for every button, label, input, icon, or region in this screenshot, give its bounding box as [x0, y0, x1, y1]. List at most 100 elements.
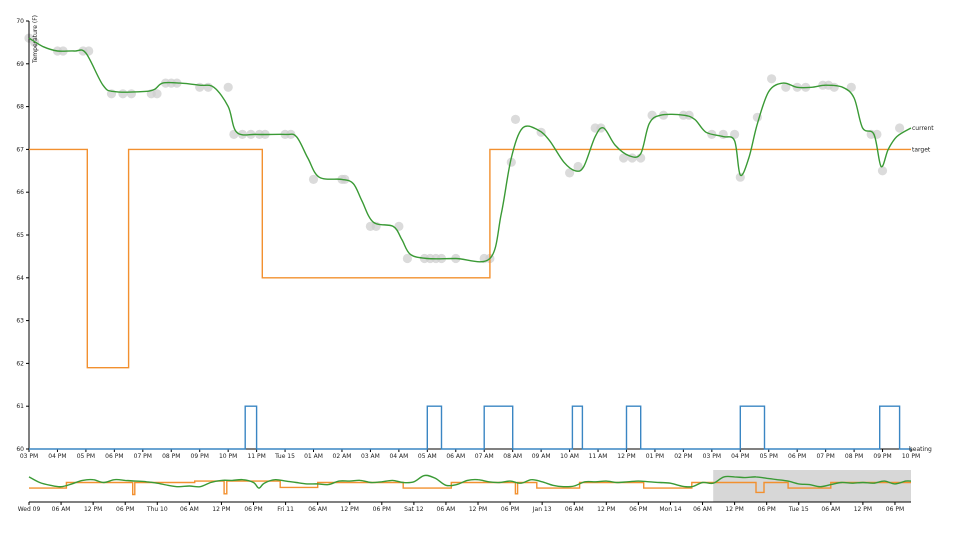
x-tick-label: 06 AM: [446, 453, 465, 460]
x-tick-label: 03 PM: [20, 453, 38, 460]
y-tick-label: 68: [16, 104, 24, 111]
x-tick-label: 12 PM: [617, 453, 635, 460]
observation-point: [510, 114, 521, 124]
overview-x-tick-label: 06 PM: [758, 506, 776, 513]
x-tick-label: 09 PM: [873, 453, 891, 460]
observation-points: [24, 33, 905, 264]
observation-point: [126, 89, 136, 99]
observation-point: [223, 82, 233, 92]
overview-x-tick-label: 06 PM: [116, 506, 134, 513]
series-label-current: current: [912, 125, 934, 132]
overview-x-tick-label: Mon 14: [659, 506, 681, 513]
observation-point: [152, 89, 162, 99]
y-tick-label: 66: [16, 189, 24, 196]
overview-x-tick-label: 06 AM: [180, 506, 199, 513]
observation-point: [895, 123, 905, 133]
overview-target-line: [29, 480, 911, 496]
observation-point: [203, 82, 213, 92]
overview-x-tick-label: Jan 13: [532, 506, 552, 513]
y-tick-label: 69: [16, 61, 24, 68]
observation-point: [829, 82, 839, 92]
y-tick-label: 65: [16, 232, 24, 239]
observation-point: [767, 74, 777, 84]
x-tick-label: 01 AM: [304, 453, 323, 460]
overview-x-tick-label: Wed 09: [18, 506, 41, 513]
overview-chart[interactable]: Wed 09 06 AM 12 PM 06 PM Thu 10 06 AM 12 PM 06 …: [18, 470, 912, 513]
y-tick-label: 70: [16, 18, 24, 25]
x-tick-label: 10 PM: [219, 453, 237, 460]
heating-series-line: [29, 405, 911, 450]
y-tick-label: 63: [16, 318, 24, 325]
overview-x-tick-label: 12 PM: [597, 506, 615, 513]
overview-x-tick-label: 12 PM: [854, 506, 872, 513]
x-tick-label: Tue 15: [274, 453, 295, 460]
observation-point: [402, 253, 412, 264]
x-tick-label: 01 PM: [646, 453, 664, 460]
x-tick-label: 06 PM: [788, 453, 806, 460]
observation-point: [846, 82, 856, 92]
observation-point: [195, 82, 205, 92]
x-tick-label: 04 PM: [731, 453, 749, 460]
x-tick-label: 08 PM: [162, 453, 180, 460]
overview-x-tick-label: 12 PM: [469, 506, 487, 513]
x-tick-label: 10 AM: [560, 453, 579, 460]
overview-current-line: [28, 474, 912, 489]
x-tick-label: 08 PM: [845, 453, 863, 460]
overview-brush[interactable]: [713, 470, 911, 502]
overview-x-tick-label: 12 PM: [84, 506, 102, 513]
observation-point: [229, 129, 239, 139]
overview-x-tick-label: 12 PM: [341, 506, 359, 513]
x-tick-label: 09 AM: [532, 453, 551, 460]
y-axis-label: Temperature (F): [32, 15, 39, 64]
overview-x-tick-label: 06 PM: [501, 506, 519, 513]
overview-x-tick-label: Thu 10: [146, 506, 168, 513]
observation-point: [84, 46, 94, 56]
observation-point: [730, 129, 740, 139]
series-label-target: target: [912, 146, 931, 153]
main-chart: 60 61 62 63 64 65 66 67 68 69 70 03 PM 04 PM 05 PM 06 …: [16, 15, 934, 460]
observation-point: [118, 89, 128, 99]
overview-x-tick-label: 06 AM: [308, 506, 327, 513]
overview-x-tick-label: 06 PM: [244, 506, 262, 513]
overview-x-tick-label: 06 AM: [693, 506, 712, 513]
x-tick-label: 02 AM: [333, 453, 352, 460]
x-tick-label: 06 PM: [105, 453, 123, 460]
x-tick-label: 11 AM: [589, 453, 608, 460]
overview-x-tick-label: Fri 11: [277, 506, 294, 513]
overview-x-tick-label: 06 PM: [886, 506, 904, 513]
observation-point: [877, 166, 888, 176]
x-tick-label: 05 PM: [77, 453, 95, 460]
current-series-line: [28, 37, 912, 263]
observation-point: [506, 157, 516, 167]
overview-x-tick-label: 12 PM: [725, 506, 743, 513]
x-tick-label: 07 PM: [134, 453, 152, 460]
y-tick-label: 62: [16, 360, 24, 367]
y-tick-label: 67: [16, 146, 24, 153]
overview-x-tick-label: 06 AM: [821, 506, 840, 513]
overview-x-tick-label: 06 PM: [629, 506, 647, 513]
y-tick-label: 61: [16, 403, 24, 410]
x-tick-label: 10 PM: [902, 453, 920, 460]
y-tick-label: 60: [16, 446, 24, 453]
y-tick-label: 64: [16, 275, 24, 282]
x-tick-label: 02 PM: [674, 453, 692, 460]
x-tick-label: 08 AM: [503, 453, 522, 460]
series-label-heating: heating: [909, 446, 932, 453]
overview-x-tick-label: 06 AM: [437, 506, 456, 513]
overview-x-tick-label: 12 PM: [212, 506, 230, 513]
x-tick-label: 04 PM: [48, 453, 66, 460]
overview-x-tick-label: Tue 15: [788, 506, 809, 513]
x-tick-label: 05 PM: [760, 453, 778, 460]
observation-point: [565, 168, 575, 178]
x-tick-label: 09 PM: [191, 453, 209, 460]
x-tick-label: 03 AM: [361, 453, 380, 460]
target-series-line: [29, 148, 911, 369]
x-tick-label: 11 PM: [247, 453, 265, 460]
observation-point: [781, 82, 791, 92]
overview-x-tick-label: 06 AM: [52, 506, 71, 513]
x-tick-label: 07 AM: [475, 453, 494, 460]
x-tick-label: 07 PM: [816, 453, 834, 460]
observation-point: [573, 161, 583, 172]
observation-point: [308, 174, 319, 184]
